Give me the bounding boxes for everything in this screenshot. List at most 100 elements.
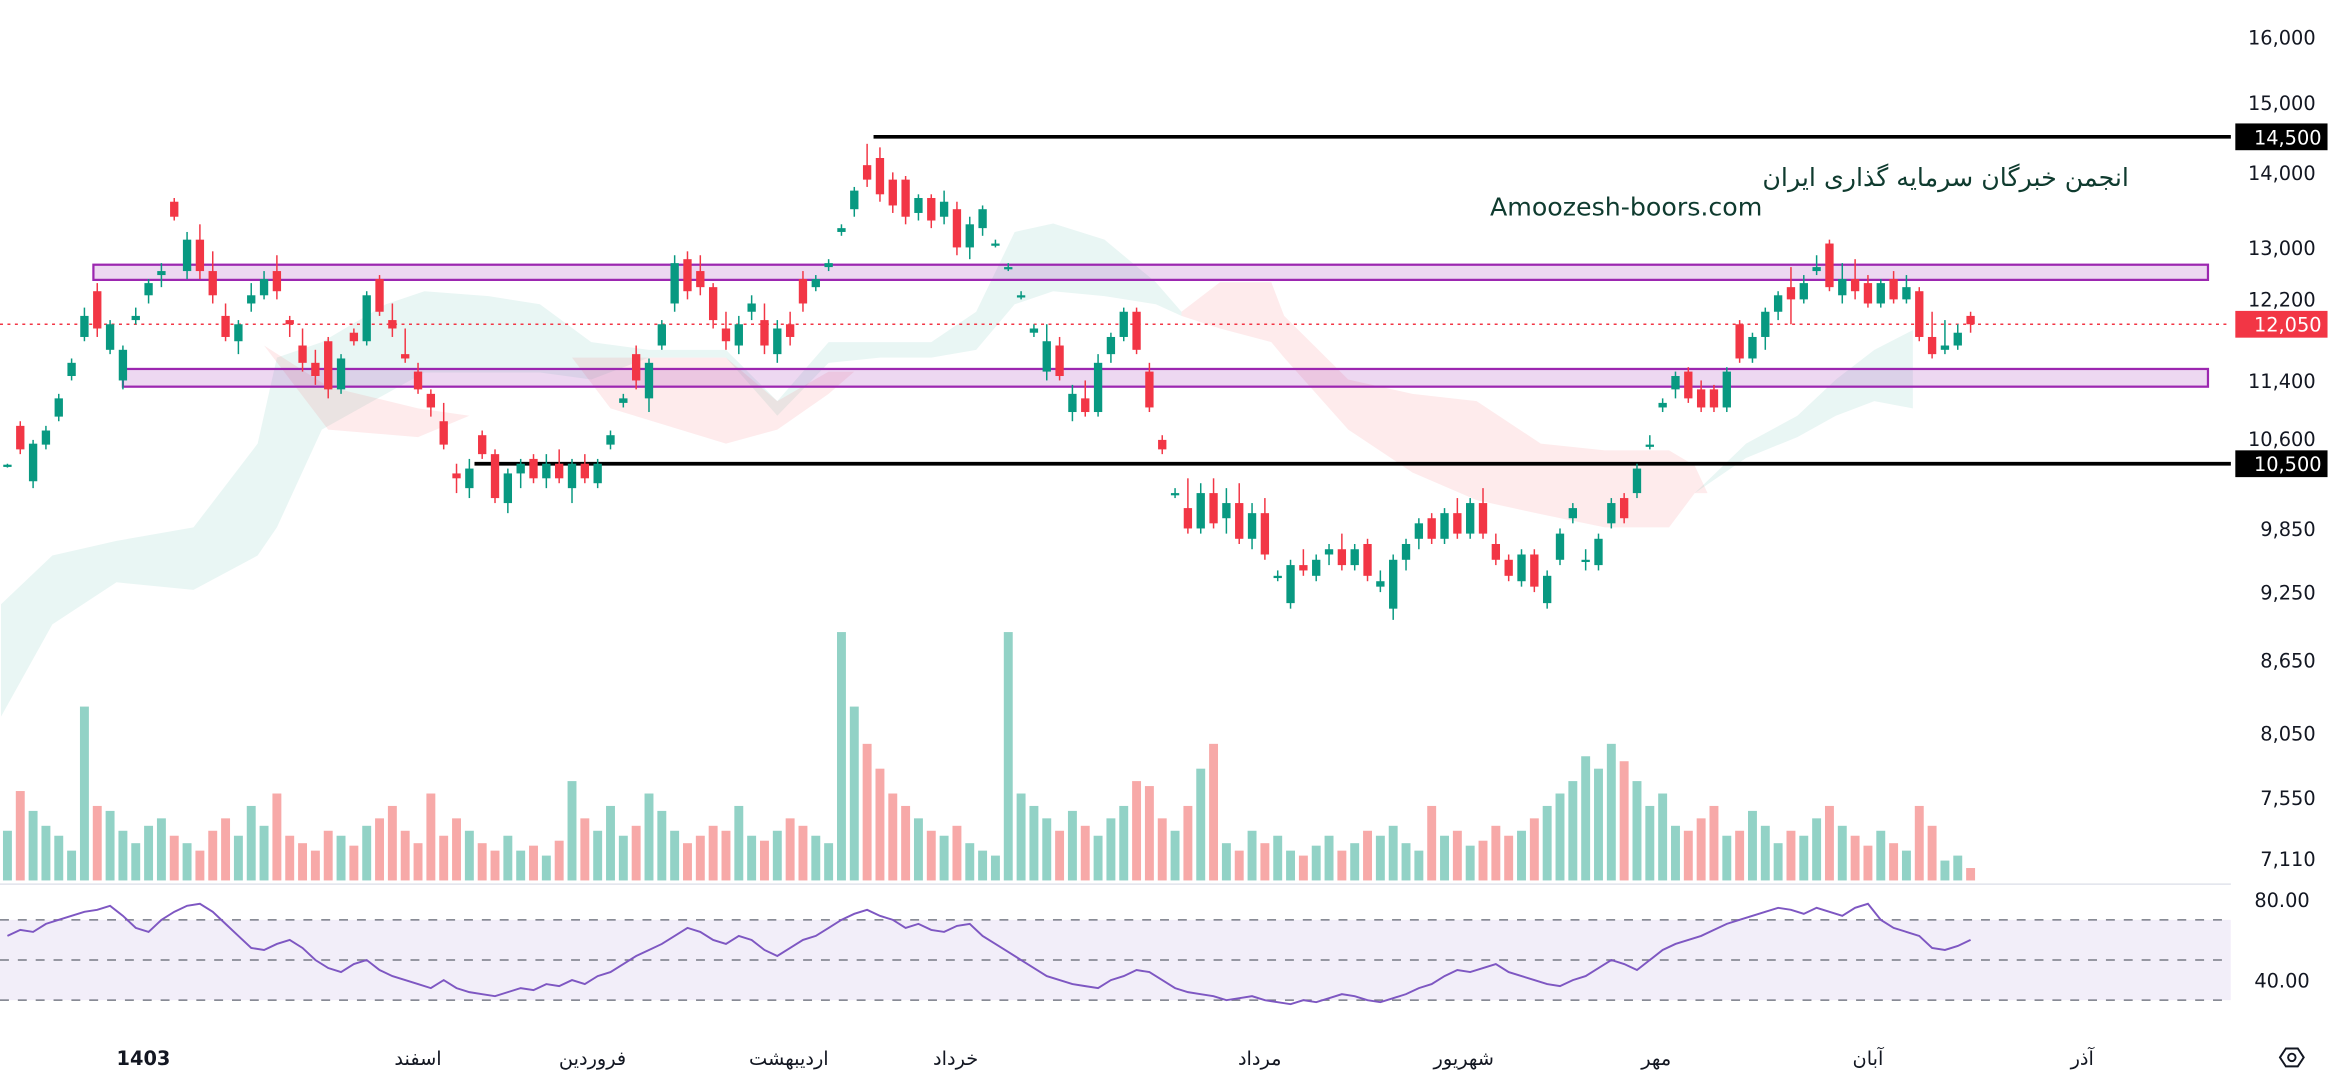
candle-up bbox=[747, 295, 756, 321]
candle-up bbox=[1876, 279, 1885, 308]
candle-body bbox=[1825, 243, 1834, 288]
volume-bar bbox=[1311, 845, 1321, 881]
volume-bar bbox=[1234, 850, 1244, 881]
candle-body bbox=[1337, 549, 1347, 566]
candle-body bbox=[670, 263, 679, 304]
candle-body bbox=[683, 259, 692, 292]
price-tick-label: 10,600 bbox=[2248, 428, 2316, 451]
candle-body bbox=[80, 315, 89, 337]
candle-body bbox=[1799, 283, 1808, 300]
volume-bar bbox=[54, 835, 64, 881]
candle-body bbox=[362, 295, 371, 342]
volume-bar bbox=[156, 818, 166, 881]
candle-up bbox=[1466, 498, 1475, 539]
candle-down bbox=[1863, 275, 1873, 308]
price-tick-label: 9,250 bbox=[2260, 582, 2315, 605]
candle-body bbox=[1132, 311, 1141, 350]
candle-up bbox=[3, 463, 12, 468]
candle-body bbox=[490, 454, 500, 499]
candle-body bbox=[555, 463, 564, 479]
candle-body bbox=[1350, 549, 1359, 566]
candle-body bbox=[93, 291, 102, 329]
volume-bar bbox=[400, 830, 410, 881]
volume-bar bbox=[516, 850, 526, 881]
time-axis-label: خرداد bbox=[933, 1047, 978, 1070]
time-axis[interactable]: 1403 اسفند فروردین اردیبهشت خرداد مرداد شهریور… bbox=[117, 1046, 2096, 1070]
candle-up bbox=[1286, 559, 1295, 609]
volume-bar bbox=[92, 805, 102, 881]
candle-down bbox=[1491, 533, 1501, 566]
rsi-pane bbox=[0, 902, 2231, 1006]
volume-bar bbox=[824, 843, 834, 881]
candle-down bbox=[529, 454, 538, 484]
price-zone[interactable] bbox=[92, 263, 2210, 281]
candle-up bbox=[542, 454, 551, 489]
volume-bar bbox=[785, 818, 795, 881]
volume-bar bbox=[965, 843, 975, 881]
candle-body bbox=[914, 198, 923, 213]
axis-background bbox=[2230, 0, 2332, 1016]
candle-down bbox=[1427, 513, 1436, 544]
cloud-green bbox=[1694, 330, 1913, 494]
candle-up bbox=[362, 291, 371, 346]
candle-body bbox=[349, 332, 359, 342]
price-axis[interactable]: 16,000 15,000 14,000 13,000 12,200 11,400 10,6… bbox=[2230, 0, 2332, 1016]
candle-body bbox=[1260, 513, 1270, 555]
candle-down bbox=[298, 328, 307, 372]
candle-up bbox=[824, 259, 833, 272]
volume-bar bbox=[349, 845, 359, 881]
candle-down bbox=[413, 362, 423, 394]
candle-body bbox=[1671, 376, 1680, 390]
candle-body bbox=[1414, 523, 1424, 539]
volume-bar bbox=[1748, 810, 1757, 881]
candle-up bbox=[1401, 538, 1411, 571]
volume-bar bbox=[811, 835, 821, 881]
candle-body bbox=[811, 279, 820, 288]
candle-up bbox=[1838, 263, 1847, 304]
candle-down bbox=[631, 345, 641, 390]
candle-body bbox=[901, 179, 910, 217]
candle-body bbox=[336, 358, 346, 390]
candle-body bbox=[875, 158, 885, 195]
candle-body bbox=[1607, 503, 1616, 524]
candle-body bbox=[182, 239, 192, 272]
candle-up bbox=[80, 307, 89, 342]
candle-down bbox=[170, 198, 179, 221]
volume-bar bbox=[490, 850, 500, 881]
volume-bar bbox=[1478, 840, 1488, 881]
candle-body bbox=[208, 271, 217, 296]
candle-down bbox=[875, 147, 885, 202]
horizontal-levels[interactable] bbox=[474, 134, 2234, 466]
volume-bar bbox=[1927, 825, 1937, 881]
candle-body bbox=[1478, 503, 1488, 534]
candle-body bbox=[1042, 341, 1051, 372]
cloud-red bbox=[572, 357, 855, 444]
candle-body bbox=[644, 362, 654, 399]
candle-down bbox=[1209, 478, 1218, 529]
candle-body bbox=[657, 324, 666, 346]
candle-up bbox=[1722, 367, 1731, 413]
volume-bar bbox=[529, 845, 538, 881]
candle-up bbox=[991, 239, 1000, 248]
volume-bar bbox=[323, 830, 333, 881]
candle-down bbox=[1299, 549, 1308, 576]
price-tick-label: 7,110 bbox=[2260, 848, 2315, 871]
candle-up bbox=[465, 458, 474, 499]
settings-icon[interactable] bbox=[2278, 1047, 2305, 1068]
candle-up bbox=[1671, 371, 1680, 399]
candle-body bbox=[1440, 513, 1449, 539]
price-zone[interactable] bbox=[121, 367, 2210, 388]
candle-up bbox=[670, 255, 679, 312]
candle-body bbox=[465, 468, 474, 489]
candle-up bbox=[1247, 503, 1257, 550]
candle-body bbox=[1581, 559, 1590, 563]
candle-up bbox=[1555, 528, 1565, 566]
candle-up bbox=[1389, 554, 1398, 620]
candle-body bbox=[131, 315, 140, 321]
candle-body bbox=[1568, 508, 1577, 519]
volume-bar bbox=[875, 768, 885, 881]
volume-bar bbox=[1504, 835, 1514, 881]
candle-body bbox=[41, 430, 51, 445]
candle-body bbox=[259, 279, 269, 296]
